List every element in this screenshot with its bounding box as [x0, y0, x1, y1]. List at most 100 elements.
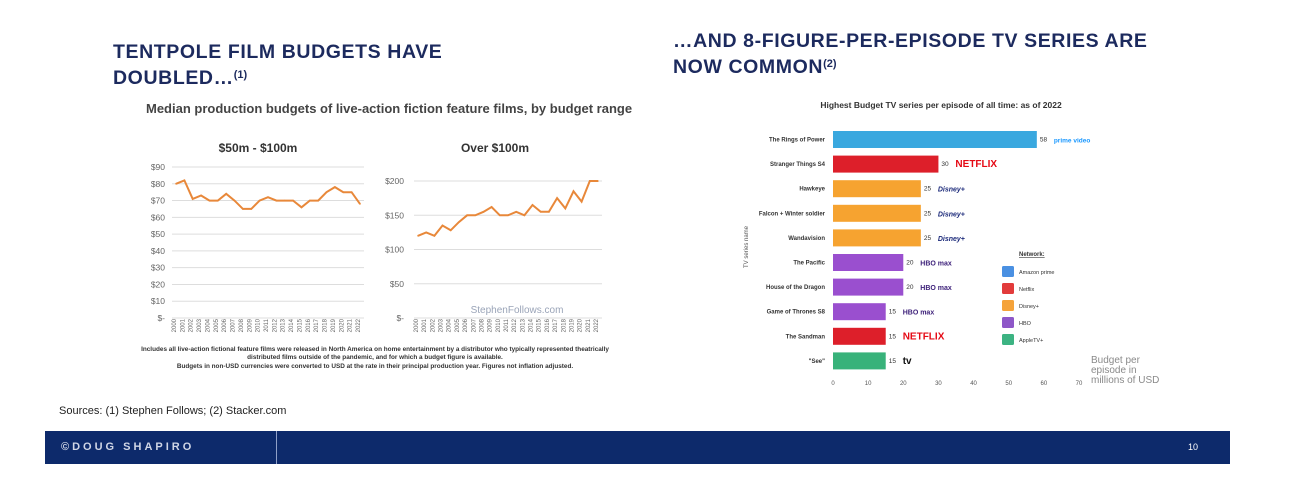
data-point	[556, 197, 558, 199]
data-point	[572, 190, 575, 193]
x-tick-label: 2016	[545, 318, 551, 332]
x-tick-label: 2003	[197, 318, 203, 332]
x-tick-label: 2018	[561, 318, 567, 332]
network-logo: Disney+	[938, 187, 965, 194]
y-tick-label: $-	[396, 313, 404, 323]
y-tick-label: $80	[151, 179, 165, 189]
x-tick-label: 2001	[180, 318, 186, 332]
value-label: 15	[889, 333, 897, 340]
network-logo: Disney+	[938, 211, 965, 218]
x-tick-label: 2003	[439, 318, 445, 332]
data-point	[564, 207, 567, 210]
legend-label: Disney+	[1019, 304, 1039, 310]
x-tick-label: 2000	[414, 318, 420, 332]
x-tick-label: 2017	[553, 318, 559, 332]
y-tick-label: $40	[151, 246, 165, 256]
value-label: 25	[924, 210, 932, 217]
network-logo: NETFLIX	[955, 159, 997, 170]
footer-bar: ©DOUG SHAPIRO 10	[45, 431, 1230, 464]
value-label: 25	[924, 186, 932, 193]
bar	[833, 303, 886, 321]
category-label: Game of Thrones S8	[767, 310, 826, 316]
data-point	[258, 199, 261, 202]
data-point	[433, 235, 436, 237]
bar-chart-title: Highest Budget TV series per episode of …	[820, 100, 1062, 110]
x-tick-label: 2006	[463, 318, 469, 332]
y-tick-label: $200	[385, 176, 404, 186]
legend-swatch	[1002, 334, 1014, 345]
bar	[833, 180, 921, 198]
y-tick-label: $70	[151, 196, 165, 206]
x-tick-label: 2013	[281, 318, 287, 332]
x-tick-label: 2021	[348, 318, 354, 332]
line-series-1	[417, 180, 598, 238]
legend-title: Network:	[1019, 252, 1045, 258]
data-point	[175, 182, 177, 185]
data-point	[458, 221, 460, 223]
x-tick-label: 2014	[289, 318, 295, 332]
y-tick-label: $90	[151, 162, 165, 172]
x-tick-label: 70	[1076, 381, 1083, 387]
data-point	[482, 211, 485, 213]
data-point	[548, 211, 550, 213]
x-tick-label: 2021	[586, 318, 592, 332]
value-label: 58	[1040, 137, 1048, 144]
value-label: 15	[889, 358, 897, 365]
x-tick-label: 2012	[512, 318, 518, 332]
category-label: The Sandman	[786, 334, 826, 340]
data-point	[342, 191, 345, 193]
data-point	[275, 199, 278, 202]
data-point	[539, 211, 542, 213]
data-point	[325, 191, 328, 193]
legend-swatch	[1002, 266, 1014, 277]
x-tick-label: 2018	[323, 318, 329, 332]
category-label: Stranger Things S4	[770, 162, 826, 168]
data-point	[300, 206, 303, 209]
data-point	[474, 214, 477, 217]
right-heading: …AND 8-FIGURE-PER-EPISODE TV SERIES ARE …	[673, 30, 1148, 78]
y-tick-label: $30	[151, 263, 165, 273]
data-point	[242, 208, 244, 210]
data-point	[417, 235, 419, 237]
line-chart-title-0: $50m - $100m	[219, 141, 298, 155]
y-tick-label: $50	[151, 229, 165, 239]
line-chart-title-1: Over $100m	[461, 141, 529, 155]
y-tick-label: $-	[157, 313, 165, 323]
value-label: 15	[889, 309, 897, 316]
category-label: Falcon + Winter soldier	[759, 211, 826, 217]
data-point	[183, 179, 186, 182]
network-logo: prime video	[1054, 138, 1091, 145]
x-tick-label: 2008	[239, 318, 245, 332]
footer-divider	[276, 431, 277, 464]
data-point	[515, 211, 517, 213]
data-point	[250, 208, 253, 210]
x-tick-label: 30	[935, 381, 942, 387]
data-point	[334, 186, 336, 188]
data-point	[200, 194, 202, 197]
x-tick-label: 2010	[496, 318, 502, 332]
category-label: Wandavision	[788, 236, 825, 242]
note-line-2: Budgets in non-USD currencies were conve…	[176, 362, 574, 370]
x-tick-label: 2015	[297, 318, 303, 332]
x-tick-label: 10	[865, 381, 872, 387]
value-label: 30	[941, 161, 949, 168]
data-point	[350, 191, 353, 193]
legend-swatch	[1002, 317, 1014, 328]
network-logo: HBO max	[903, 310, 935, 317]
x-tick-label: 2004	[447, 318, 453, 332]
data-point	[499, 214, 501, 217]
y-tick-label: $20	[151, 279, 165, 289]
left-heading: TENTPOLE FILM BUDGETS HAVE DOUBLED…(1)	[113, 41, 443, 89]
x-tick-label: 2010	[256, 318, 262, 332]
bar	[833, 155, 939, 173]
x-tick-label: 40	[970, 381, 977, 387]
category-label: Hawkeye	[799, 187, 825, 193]
data-point	[589, 180, 591, 182]
x-tick-label: 2017	[314, 318, 320, 332]
x-tick-label: 2019	[331, 318, 337, 332]
data-point	[359, 203, 361, 205]
x-tick-label: 2007	[471, 318, 477, 332]
x-tick-label: 2020	[578, 318, 584, 332]
watermark: StephenFollows.com	[471, 305, 564, 316]
network-logo: HBO max	[920, 261, 952, 268]
